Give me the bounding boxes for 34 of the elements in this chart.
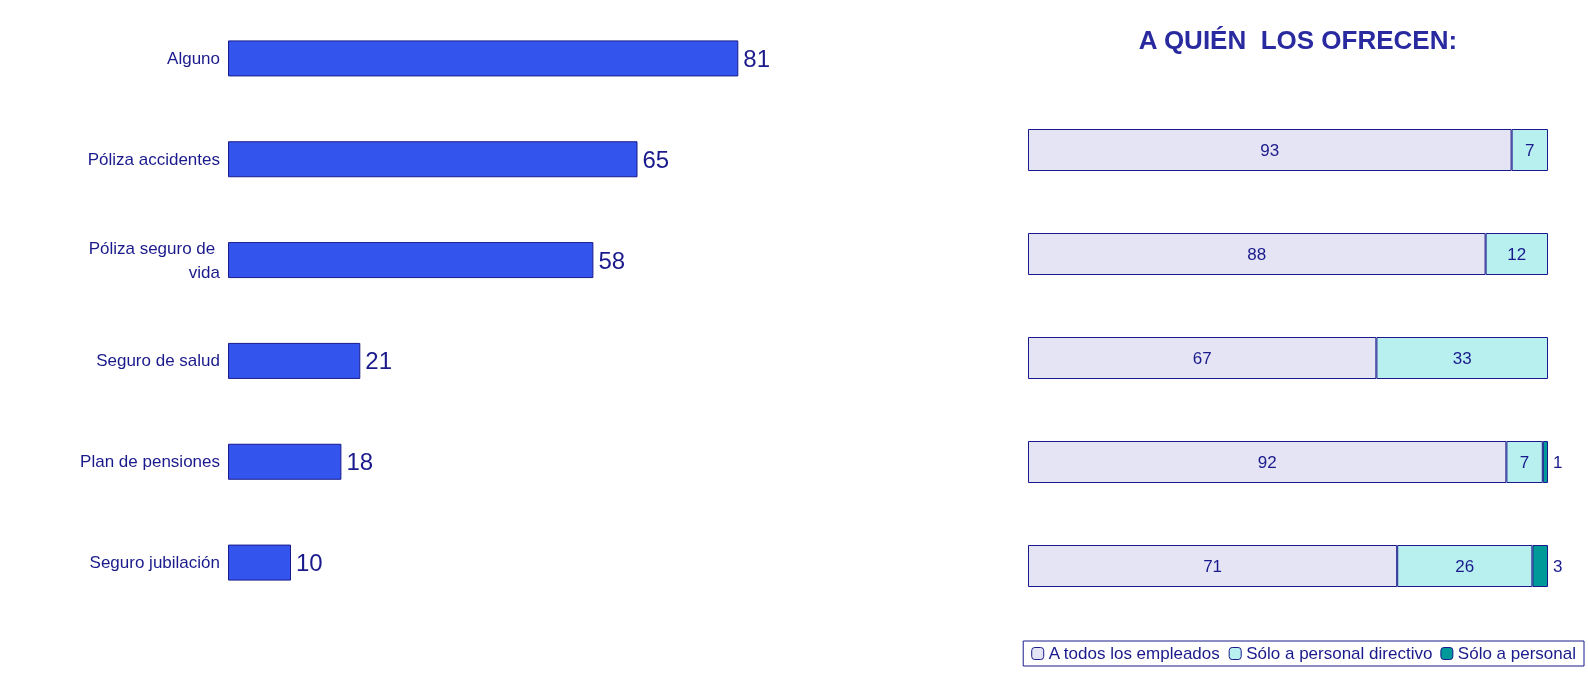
chart-title: A QUIÉN LOS OFRECEN:: [1138, 25, 1458, 55]
y-tick-label: Seguro de salud: [96, 351, 220, 371]
data-label: 18: [346, 448, 374, 476]
data-label: 7: [1519, 452, 1530, 472]
bar: [228, 242, 594, 279]
data-label: 1: [1553, 452, 1563, 472]
y-tick-label: Seguro jubilación: [89, 553, 220, 573]
data-label: 26: [1455, 556, 1475, 576]
data-label: 21: [365, 347, 392, 375]
bar: [228, 342, 361, 379]
data-label: 81: [743, 44, 770, 72]
data-label: 10: [296, 549, 323, 577]
bar: [228, 141, 638, 178]
data-label: 7: [1525, 140, 1535, 160]
bar: [228, 544, 291, 581]
data-label: 67: [1192, 348, 1212, 368]
data-label: 65: [642, 145, 670, 173]
data-label: 93: [1260, 140, 1280, 160]
bar: [228, 443, 342, 480]
y-tick-label: Póliza seguro de vida: [88, 238, 221, 282]
y-tick-label: Alguno: [167, 48, 220, 68]
data-label: 12: [1507, 244, 1527, 264]
data-label: 88: [1247, 244, 1267, 264]
data-label: 92: [1257, 452, 1277, 472]
bar: [228, 40, 739, 77]
y-tick-label: Plan de pensiones: [80, 452, 220, 472]
data-label: 33: [1452, 348, 1472, 368]
data-label: 3: [1553, 556, 1563, 576]
legend-label: Sólo a personal directivo: [1246, 644, 1433, 663]
legend-label: Sólo a personal: [1457, 644, 1576, 663]
data-label: 71: [1203, 556, 1223, 576]
y-tick-label: Póliza accidentes: [87, 149, 220, 169]
data-label: 58: [598, 246, 626, 274]
legend-label: A todos los empleados: [1048, 644, 1220, 663]
